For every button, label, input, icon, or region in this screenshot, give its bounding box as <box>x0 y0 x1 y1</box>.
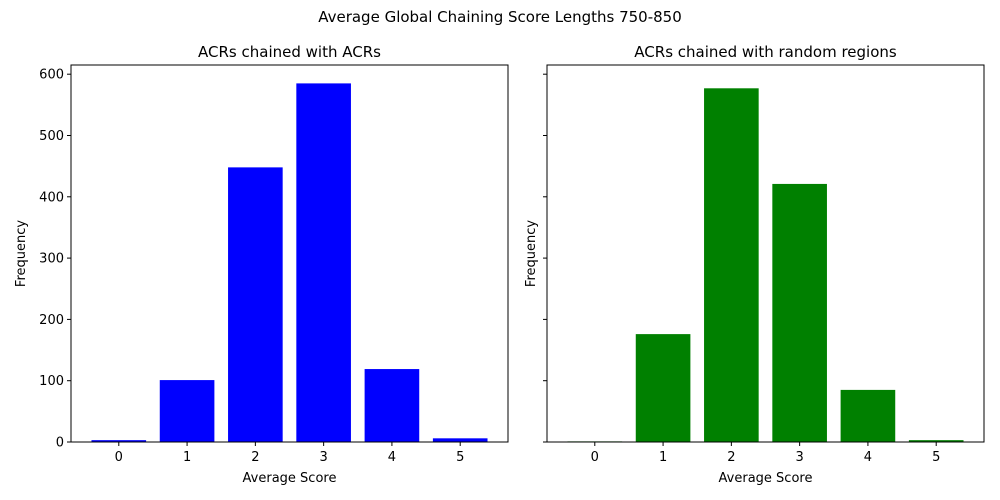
y-tick-label: 600 <box>39 68 64 83</box>
x-tick-label: 1 <box>183 450 191 465</box>
figure-suptitle: Average Global Chaining Score Lengths 75… <box>318 8 682 26</box>
y-tick-label: 400 <box>39 190 64 205</box>
x-tick-label: 5 <box>456 450 464 465</box>
bar-4 <box>840 389 896 442</box>
y-axis-label: Frequency <box>14 220 29 287</box>
bar-1 <box>635 334 691 442</box>
x-tick-label: 4 <box>864 450 872 465</box>
axes-frame <box>546 64 985 443</box>
x-tick-label: 3 <box>796 450 804 465</box>
x-tick-label: 0 <box>115 450 123 465</box>
x-tick-label: 1 <box>659 450 667 465</box>
bar-5 <box>432 438 488 442</box>
bar-0 <box>91 440 147 442</box>
left-bar-chart-panel: 0 1 2 3 4 5 0 100 200 300 400 500 600 ACRs chained wi… <box>14 43 509 486</box>
y-tick-label: 0 <box>56 436 64 451</box>
axes-frame <box>70 64 509 443</box>
bar-3 <box>772 183 827 442</box>
chart-title: ACRs chained with ACRs <box>198 43 381 61</box>
bar-5 <box>908 440 964 442</box>
x-tick-label: 2 <box>251 450 259 465</box>
bar-3 <box>296 83 351 442</box>
bar-2 <box>704 88 759 442</box>
x-axis-label: Average Score <box>243 471 337 486</box>
y-tick-label: 100 <box>39 374 64 389</box>
x-tick-label: 2 <box>727 450 735 465</box>
chart-title: ACRs chained with random regions <box>634 43 897 61</box>
y-tick-label: 300 <box>39 252 64 267</box>
x-tick-label: 3 <box>320 450 328 465</box>
bar-4 <box>364 369 420 442</box>
x-axis-label: Average Score <box>719 471 813 486</box>
x-tick-label: 5 <box>932 450 940 465</box>
y-axis-label: Frequency <box>524 220 539 287</box>
x-tick-label: 4 <box>388 450 396 465</box>
x-tick-label: 0 <box>591 450 599 465</box>
y-tick-label: 200 <box>39 313 64 328</box>
bar-2 <box>228 167 283 442</box>
bar-1 <box>159 380 215 442</box>
right-bar-chart-panel: 0 1 2 3 4 5 ACRs chained with random regions Av… <box>524 43 985 486</box>
y-tick-label: 500 <box>39 129 64 144</box>
